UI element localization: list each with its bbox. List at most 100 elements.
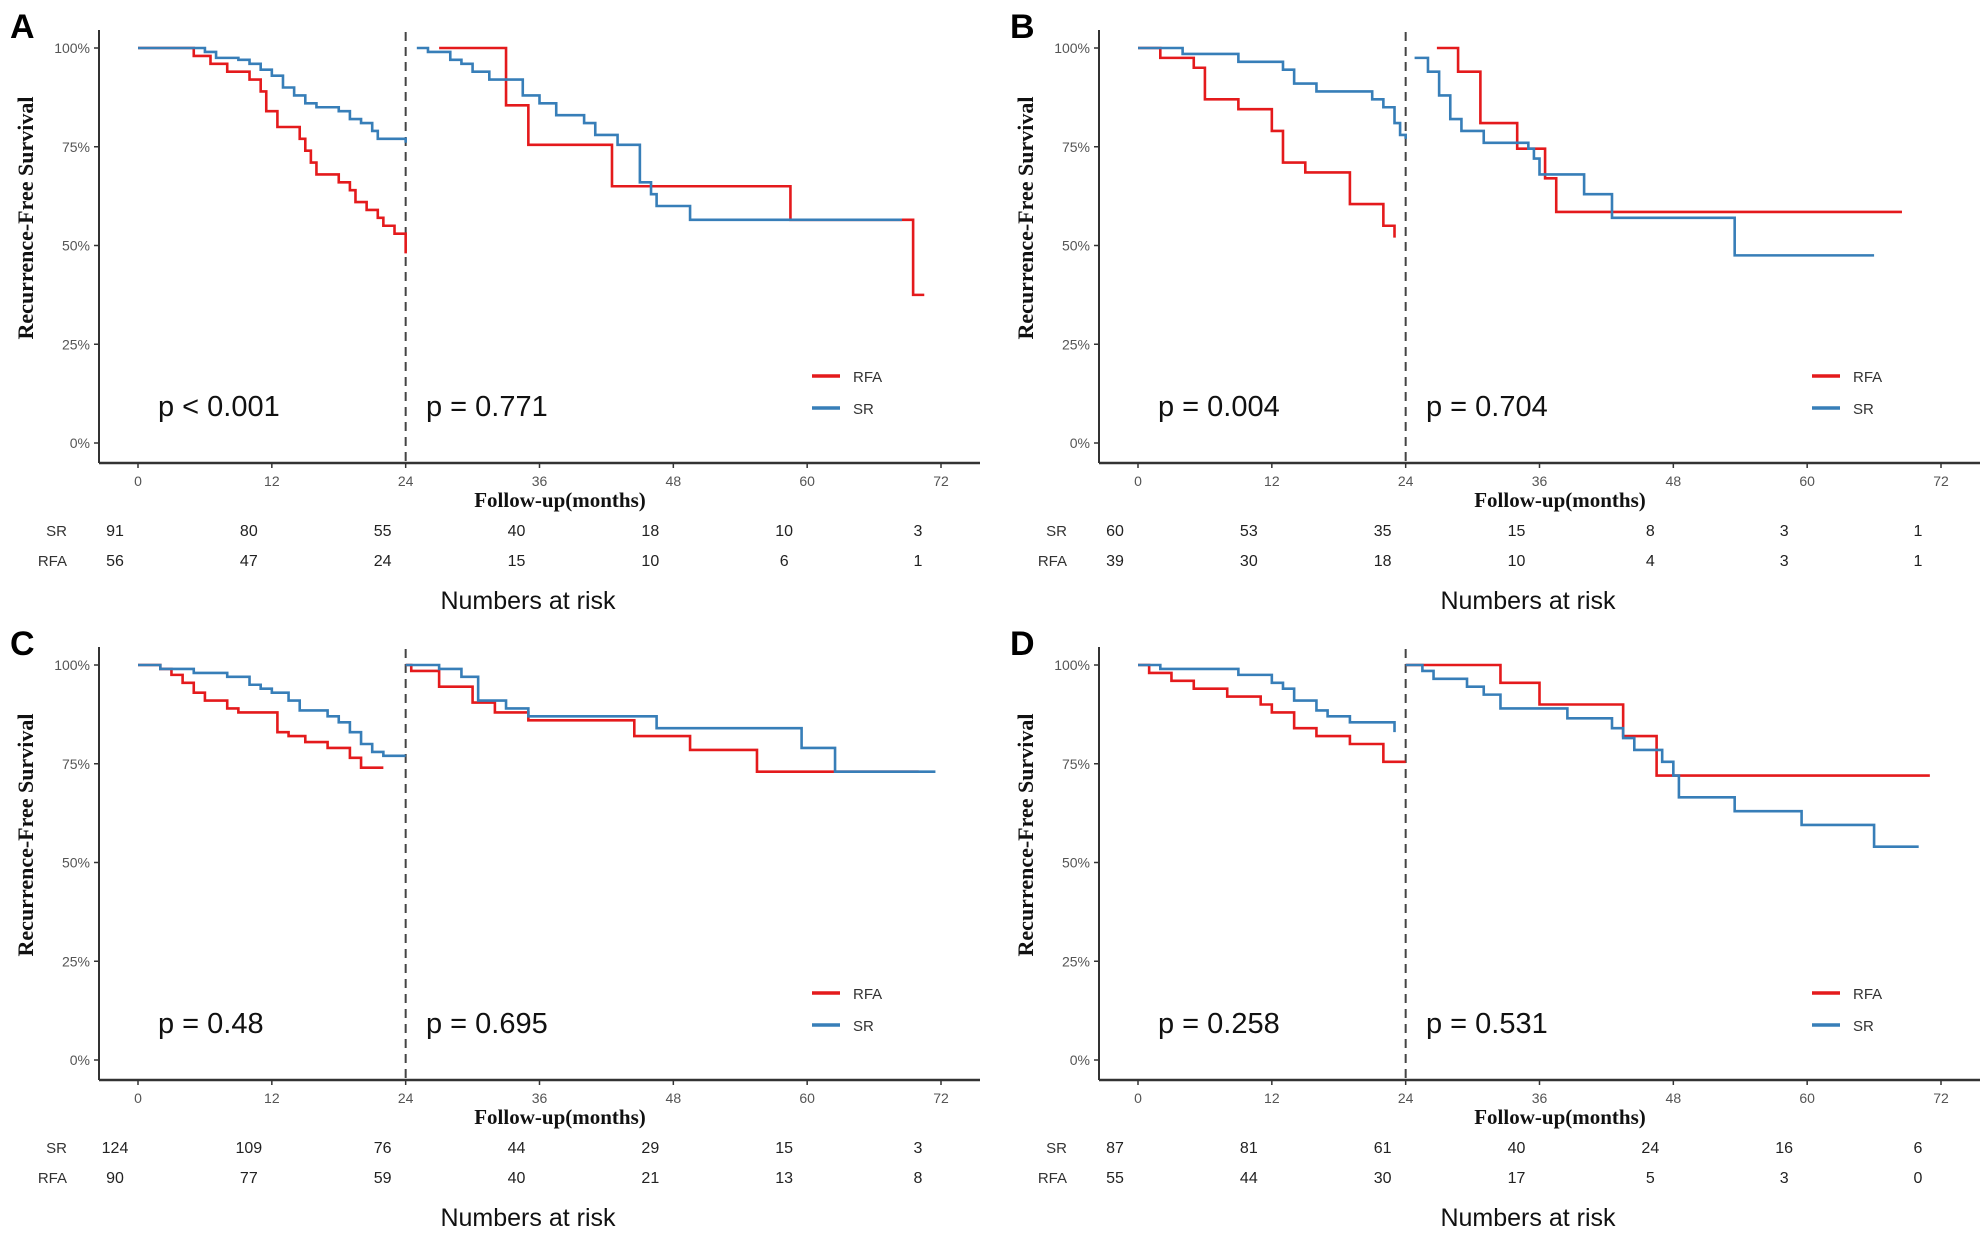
x-tick-label: 12	[264, 473, 280, 489]
x-tick-label: 72	[933, 1090, 949, 1106]
legend-label-sr: SR	[853, 1018, 874, 1035]
risk-count-sr: 55	[374, 523, 392, 540]
legend-label-sr: SR	[1853, 401, 1874, 418]
p-value-after-24: p = 0.771	[426, 391, 548, 423]
km-plot: D0%25%50%75%100%0 12 24 36 48 60 72Recurrence-…	[1010, 625, 1980, 1232]
risk-count-rfa: 90	[106, 1170, 124, 1187]
y-axis-label: Recurrence-Free Survival	[13, 97, 38, 340]
y-tick-label: 100%	[54, 657, 90, 673]
risk-count-rfa: 47	[240, 553, 258, 570]
survival-curve-rfa	[439, 46, 925, 297]
x-tick-label: 24	[1398, 1090, 1414, 1106]
risk-row-label: RFA	[38, 553, 67, 570]
risk-count-sr: 124	[102, 1140, 129, 1157]
risk-count-rfa: 4	[1646, 553, 1655, 570]
p-value-before-24: p < 0.001	[158, 391, 280, 423]
risk-count-rfa: 5	[1646, 1170, 1655, 1187]
x-tick-label: 48	[1666, 1090, 1682, 1106]
x-tick-label: 60	[799, 473, 815, 489]
y-tick-label: 25%	[62, 953, 90, 969]
legend-label-rfa: RFA	[1853, 369, 1882, 386]
risk-row-label: SR	[1046, 523, 1067, 540]
panel-b: B 0% 25% 50% 75% 100% 0 12 24 36 48 60 72 Recurrence-…	[1000, 0, 1986, 617]
survival-curve-rfa	[1138, 663, 1406, 764]
survival-curve-rfa	[1436, 46, 1902, 214]
legend-label-rfa: RFA	[853, 986, 882, 1003]
survival-curve-sr	[416, 46, 902, 222]
risk-count-sr: 10	[775, 523, 793, 540]
km-plot: B0%25%50%75%100%0 12 24 36 48 60 72Recurrence-…	[1010, 8, 1980, 615]
x-tick-label: 72	[933, 473, 949, 489]
panel-letter: A	[10, 8, 35, 46]
risk-count-sr: 3	[1780, 523, 1789, 540]
risk-count-rfa: 30	[1374, 1170, 1392, 1187]
risk-row-label: RFA	[38, 1170, 67, 1187]
survival-curve-rfa	[138, 663, 384, 769]
risk-count-sr: 1	[1914, 523, 1923, 540]
y-axis-label: Recurrence-Free Survival	[13, 714, 38, 957]
risk-count-sr: 81	[1240, 1140, 1258, 1157]
x-tick-label: 36	[532, 1090, 548, 1106]
survival-curve-sr	[1138, 46, 1407, 139]
risk-count-sr: 44	[508, 1140, 526, 1157]
risk-count-sr: 29	[641, 1140, 659, 1157]
risk-count-sr: 53	[1240, 523, 1258, 540]
p-value-before-24: p = 0.004	[1158, 391, 1280, 423]
y-tick-label: 100%	[1054, 40, 1090, 56]
risk-count-rfa: 55	[1106, 1170, 1124, 1187]
risk-count-sr: 15	[775, 1140, 793, 1157]
x-tick-label: 60	[799, 1090, 815, 1106]
y-tick-label: 75%	[62, 756, 90, 772]
y-tick-label: 50%	[1062, 855, 1090, 871]
risk-count-sr: 15	[1508, 523, 1526, 540]
panel-d: D 0% 25% 50% 75% 100% 0 12 24 36 48 60 72 Recurrence-…	[1000, 617, 1986, 1234]
legend-label-sr: SR	[853, 401, 874, 418]
x-tick-label: 0	[1134, 1090, 1142, 1106]
survival-curve-rfa	[1138, 46, 1396, 238]
risk-count-rfa: 21	[641, 1170, 659, 1187]
risk-count-sr: 91	[106, 523, 124, 540]
x-tick-label: 0	[134, 473, 142, 489]
x-tick-label: 24	[398, 473, 414, 489]
x-tick-label: 36	[1532, 1090, 1548, 1106]
risk-count-rfa: 15	[508, 553, 526, 570]
survival-curve-sr	[138, 46, 407, 143]
x-tick-label: 12	[1264, 1090, 1280, 1106]
risk-count-sr: 40	[508, 523, 526, 540]
risk-count-sr: 80	[240, 523, 258, 540]
risk-count-rfa: 59	[374, 1170, 392, 1187]
survival-curve-sr	[138, 663, 406, 758]
risk-count-rfa: 56	[106, 553, 124, 570]
legend-label-rfa: RFA	[1853, 986, 1882, 1003]
legend-label-sr: SR	[1853, 1018, 1874, 1035]
km-plot: A0%25%50%75%100%0 12 24 36 48 60 72Recurrence-…	[10, 8, 980, 615]
x-tick-label: 60	[1799, 473, 1815, 489]
risk-count-sr: 24	[1641, 1140, 1659, 1157]
risk-count-rfa: 39	[1106, 553, 1124, 570]
risk-count-sr: 35	[1374, 523, 1392, 540]
x-tick-label: 0	[1134, 473, 1142, 489]
risk-count-rfa: 1	[914, 553, 923, 570]
x-axis-label: Follow-up(months)	[1474, 488, 1646, 512]
panel-letter: B	[1010, 8, 1035, 46]
risk-count-sr: 3	[914, 523, 923, 540]
risk-count-sr: 60	[1106, 523, 1124, 540]
x-axis-label: Follow-up(months)	[474, 1105, 646, 1129]
y-tick-label: 0%	[1070, 435, 1090, 451]
risk-count-rfa: 3	[1780, 553, 1789, 570]
risk-count-rfa: 44	[1240, 1170, 1258, 1187]
risk-count-rfa: 40	[508, 1170, 526, 1187]
x-tick-label: 12	[264, 1090, 280, 1106]
x-axis-label: Follow-up(months)	[1474, 1105, 1646, 1129]
x-tick-label: 48	[666, 1090, 682, 1106]
risk-table-title: Numbers at risk	[1440, 1204, 1616, 1232]
y-tick-label: 50%	[62, 238, 90, 254]
risk-count-rfa: 13	[775, 1170, 793, 1187]
y-tick-label: 100%	[1054, 657, 1090, 673]
panel-c: C 0% 25% 50% 75% 100% 0 12 24 36 48 60 72 Recurrence-…	[0, 617, 993, 1234]
y-tick-label: 25%	[1062, 336, 1090, 352]
risk-count-sr: 3	[914, 1140, 923, 1157]
x-tick-label: 36	[532, 473, 548, 489]
panel-letter: D	[1010, 625, 1035, 663]
legend-label-rfa: RFA	[853, 369, 882, 386]
